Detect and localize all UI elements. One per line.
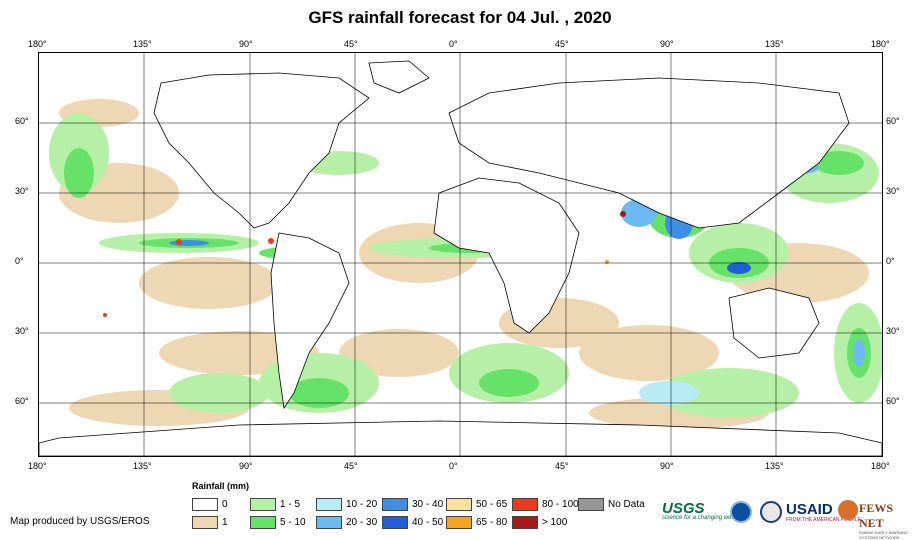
fews-net-logo: FEWS NET FAMINE EARLY WARNING SYSTEMS NET… xyxy=(859,501,920,540)
legend-label: 80 - 100 xyxy=(542,499,579,510)
graticule xyxy=(39,53,882,456)
legend-label: No Data xyxy=(608,499,645,510)
legend-item: No Data xyxy=(578,498,645,511)
rainfall-map[interactable] xyxy=(38,52,883,457)
south-america-shape xyxy=(270,232,350,410)
legend-swatch xyxy=(316,516,342,529)
legend-swatch xyxy=(250,498,276,511)
usaid-tagline: FROM THE AMERICAN PEOPLE xyxy=(786,517,861,523)
usgs-logo-text: USGS xyxy=(662,500,705,517)
bottom-tick: 180° xyxy=(28,461,47,471)
legend-label: 5 - 10 xyxy=(280,517,306,528)
left-tick: 60° xyxy=(15,116,29,126)
top-tick: 90° xyxy=(239,39,253,49)
legend-item: 50 - 65 xyxy=(446,498,507,511)
fews-net-logo-text: FEWS NET xyxy=(859,501,894,530)
legend-swatch xyxy=(382,498,408,511)
map-title: GFS rainfall forecast for 04 Jul. , 2020 xyxy=(308,8,612,27)
australia-shape xyxy=(728,287,820,359)
top-tick: 90° xyxy=(660,39,674,49)
bottom-tick: 45° xyxy=(344,461,358,471)
top-tick: 135° xyxy=(765,39,784,49)
bottom-tick: 180° xyxy=(871,461,890,471)
legend-swatch xyxy=(512,498,538,511)
top-tick: 45° xyxy=(555,39,569,49)
right-tick: 30° xyxy=(886,326,900,336)
usgs-tagline: science for a changing world xyxy=(662,515,739,521)
legend-label: 40 - 50 xyxy=(412,517,444,528)
fews-net-icon xyxy=(838,500,858,520)
legend-swatch xyxy=(578,498,604,511)
bottom-tick: 90° xyxy=(660,461,674,471)
legend-swatch xyxy=(316,498,342,511)
top-tick: 180° xyxy=(28,39,47,49)
legend-swatch xyxy=(192,516,218,529)
bottom-tick: 0° xyxy=(449,461,458,471)
usaid-logo-text: USAID xyxy=(786,501,833,518)
legend-item: 20 - 30 xyxy=(316,516,377,529)
legend-label: 10 - 20 xyxy=(346,499,378,510)
legend-item: 1 - 5 xyxy=(250,498,300,511)
legend-label: 65 - 80 xyxy=(476,517,508,528)
bottom-tick: 135° xyxy=(133,461,152,471)
antarctica-shape xyxy=(39,420,882,456)
legend-swatch xyxy=(446,498,472,511)
left-tick: 30° xyxy=(15,186,29,196)
map-canvas xyxy=(39,53,882,456)
top-tick: 45° xyxy=(344,39,358,49)
legend-label: 30 - 40 xyxy=(412,499,444,510)
legend-label: 1 xyxy=(222,517,228,528)
legend-label: 20 - 30 xyxy=(346,517,378,528)
legend-item: 80 - 100 xyxy=(512,498,579,511)
north-america-shape xyxy=(153,72,370,229)
legend-swatch xyxy=(382,516,408,529)
credit-text: Map produced by USGS/EROS xyxy=(10,516,150,527)
bottom-tick: 135° xyxy=(765,461,784,471)
legend-swatch xyxy=(446,516,472,529)
legend-label: > 100 xyxy=(542,517,568,528)
usaid-logo: USAID FROM THE AMERICAN PEOPLE xyxy=(786,501,861,523)
legend-item: 30 - 40 xyxy=(382,498,443,511)
left-tick: 0° xyxy=(15,256,24,266)
legend-label: 1 - 5 xyxy=(280,499,301,510)
bottom-tick: 90° xyxy=(239,461,253,471)
legend-label: 0 xyxy=(222,499,228,510)
legend-label: 50 - 65 xyxy=(476,499,508,510)
greenland-shape xyxy=(368,60,430,94)
right-tick: 30° xyxy=(886,186,900,196)
usaid-seal-icon xyxy=(760,501,782,523)
legend-item: 0 xyxy=(192,498,228,511)
legend-swatch xyxy=(250,516,276,529)
top-tick: 0° xyxy=(449,39,458,49)
legend-item: 5 - 10 xyxy=(250,516,306,529)
legend-item: > 100 xyxy=(512,516,567,529)
bottom-tick: 45° xyxy=(555,461,569,471)
legend-swatch xyxy=(192,498,218,511)
legend-item: 10 - 20 xyxy=(316,498,377,511)
top-tick: 180° xyxy=(871,39,890,49)
right-tick: 60° xyxy=(886,116,900,126)
legend-item: 1 xyxy=(192,516,228,529)
legend-swatch xyxy=(512,516,538,529)
legend-item: 65 - 80 xyxy=(446,516,507,529)
fews-net-tagline: FAMINE EARLY WARNING SYSTEMS NETWORK xyxy=(859,530,909,540)
noaa-seal-icon xyxy=(730,501,752,523)
right-tick: 60° xyxy=(886,396,900,406)
top-tick: 135° xyxy=(133,39,152,49)
eurasia-shape xyxy=(448,77,850,229)
left-tick: 60° xyxy=(15,396,29,406)
africa-shape xyxy=(433,177,580,334)
usgs-logo: USGS science for a changing world xyxy=(662,500,738,521)
legend-title: Rainfall (mm) xyxy=(192,481,250,491)
left-tick: 30° xyxy=(15,326,29,336)
right-tick: 0° xyxy=(886,256,895,266)
legend-item: 40 - 50 xyxy=(382,516,443,529)
